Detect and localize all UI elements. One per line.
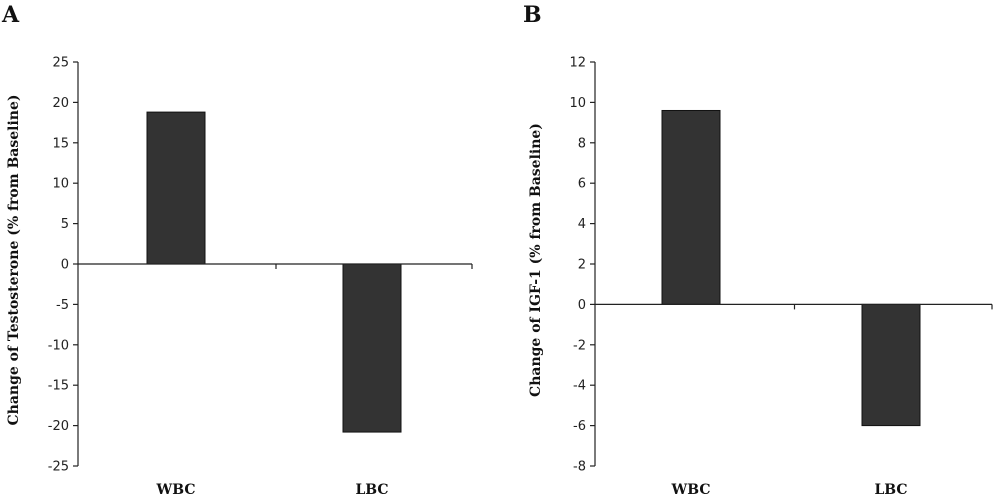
- panel-a-y-tick-label: -25: [48, 460, 69, 475]
- panel-b-y-tick-label: 10: [569, 96, 586, 111]
- panel-a-y-tick-label: 0: [61, 258, 69, 273]
- panel-b-y-tick-label: -4: [573, 379, 586, 394]
- panel-b-y-tick-label: 12: [569, 56, 586, 71]
- panel-a-category-label-lbc: LBC: [355, 482, 388, 498]
- panel-a-bar-wbc: [146, 111, 206, 265]
- panel-a-y-tick-label: 15: [52, 136, 69, 151]
- panel-b-category-label-lbc: LBC: [874, 482, 907, 498]
- panel-b-category-label-wbc: WBC: [671, 482, 711, 498]
- panel-b-y-tick-label: 2: [578, 258, 586, 273]
- panel-a-y-axis-title: Change of Testosterone (% from Baseline): [6, 95, 22, 426]
- panel-a-y-tick-label: -20: [48, 419, 69, 434]
- panel-a-y-tick-label: -5: [56, 298, 69, 313]
- panel-a-y-tick-label: -15: [48, 379, 69, 394]
- panel-a-y-tick-label: 25: [52, 56, 69, 71]
- panel-b-y-tick-label: 0: [578, 298, 586, 313]
- panel-letter-b: B: [523, 2, 542, 28]
- panel-a-y-tick-label: 10: [52, 177, 69, 192]
- panel-letter-a: A: [2, 2, 20, 28]
- panel-a-y-tick-label: -10: [48, 338, 69, 353]
- panel-b-bar-lbc: [861, 303, 921, 427]
- panel-b-bar-wbc: [661, 109, 721, 305]
- panel-b-y-tick-label: -6: [573, 419, 586, 434]
- panel-b-y-axis-title: Change of IGF-1 (% from Baseline): [528, 123, 544, 397]
- panel-a-y-tick-label: 20: [52, 96, 69, 111]
- panel-b-y-tick-label: 8: [578, 136, 586, 151]
- panel-a-category-label-wbc: WBC: [156, 482, 196, 498]
- panel-a-y-tick-label: 5: [61, 217, 69, 232]
- panel-b-y-tick-label: -8: [573, 460, 586, 475]
- panel-b-y-tick-label: 6: [578, 177, 586, 192]
- panel-a-bar-lbc: [342, 263, 402, 433]
- panel-b-y-tick-label: -2: [573, 338, 586, 353]
- panel-b-y-tick-label: 4: [578, 217, 586, 232]
